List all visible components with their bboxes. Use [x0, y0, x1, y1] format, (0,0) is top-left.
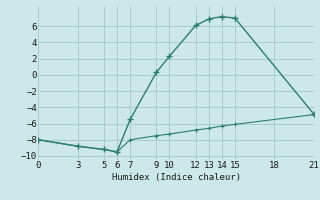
X-axis label: Humidex (Indice chaleur): Humidex (Indice chaleur) — [111, 173, 241, 182]
